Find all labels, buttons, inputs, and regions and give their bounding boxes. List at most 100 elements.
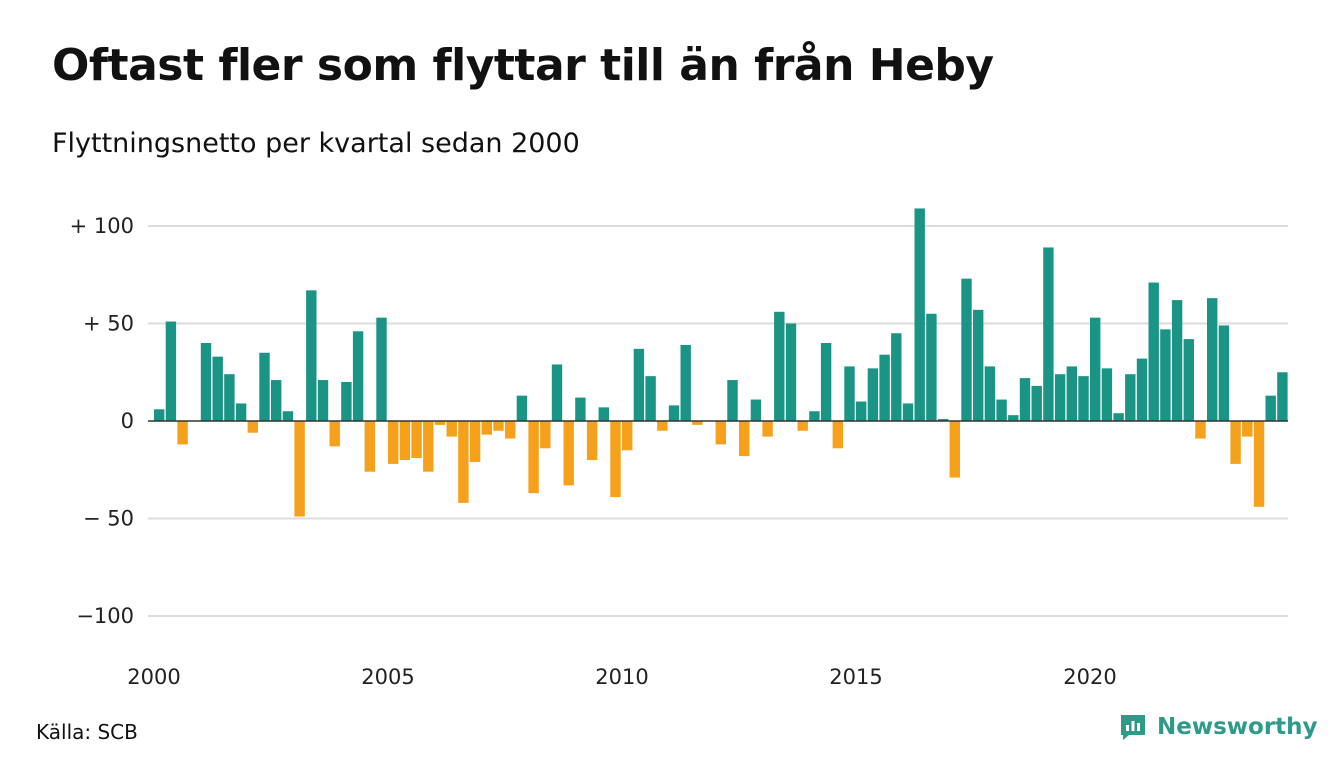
bar [973,309,984,421]
bar [1043,247,1054,421]
y-tick-label: + 50 [83,312,134,336]
y-axis-labels: + 100 + 50 0 − 50 −100 [70,214,134,628]
bar [434,421,446,425]
bar [598,407,609,421]
bar [867,368,879,421]
bar [271,380,282,421]
bar [154,409,165,421]
bar [832,421,843,449]
brand-logo[interactable]: Newsworthy [1118,712,1318,742]
bar [856,401,867,421]
bar [294,421,305,517]
y-tick-label: − 50 [83,507,134,531]
bar [914,208,925,421]
bar [364,421,375,472]
bar [785,323,797,421]
bar [1160,329,1171,421]
bar [411,421,422,459]
bar [633,348,645,421]
bar [1113,413,1124,421]
bar [902,403,914,421]
bar [528,421,539,494]
bar [1265,395,1276,421]
brand-name: Newsworthy [1157,714,1318,740]
bar [177,421,188,445]
bar [657,421,668,431]
bar [165,321,177,421]
bar [844,366,855,421]
bar [1253,421,1265,507]
y-tick-label: + 100 [70,214,134,238]
bar [797,421,808,431]
bar [516,395,528,421]
bar [1207,298,1218,421]
bar [996,399,1007,421]
bar [1183,339,1194,421]
x-tick-label: 2015 [829,665,882,689]
bar [306,290,317,421]
bar [399,421,411,460]
bar [282,411,294,421]
y-tick-label: 0 [121,409,134,433]
bar [212,356,223,421]
bar [1078,376,1089,421]
bar [820,343,832,421]
bar [622,421,633,451]
bar [984,366,996,421]
bar [1277,372,1288,421]
source-note: Källa: SCB [36,720,138,744]
x-axis-labels: 2000 2005 2010 2015 2020 [127,665,1116,689]
bar [1008,415,1019,421]
bar [341,382,352,421]
bar [540,421,551,449]
bar [645,376,656,421]
bar [949,421,960,478]
bar [423,421,434,472]
bar [317,380,329,421]
x-tick-label: 2010 [595,665,648,689]
bar [329,421,340,447]
chart-subtitle: Flyttningsnetto per kvartal sedan 2000 [52,128,580,159]
bar [1066,366,1077,421]
bar [668,405,680,421]
bar [926,313,937,421]
bar [750,399,762,421]
chart-bubble-icon [1121,715,1145,740]
bar [961,278,972,421]
y-tick-label: −100 [76,604,134,628]
bar [727,380,738,421]
bar [235,403,247,421]
bar [376,317,387,421]
bar [493,421,504,431]
bar [891,333,902,421]
bar [1090,317,1101,421]
bars [154,208,1288,517]
bar [774,311,785,421]
bar [692,421,703,425]
bar [1230,421,1241,464]
bar [1054,374,1066,421]
chart-title: Oftast fler som flyttar till än från Heb… [52,40,994,91]
bar [469,421,481,462]
bar [610,421,621,498]
bar [352,331,364,421]
bar [1031,385,1042,421]
bar [680,344,691,421]
bar [1171,300,1183,421]
bar [551,364,563,421]
bar [1242,421,1253,437]
bar [739,421,750,457]
bar [458,421,469,503]
bar [481,421,492,435]
bar [200,343,212,421]
bar [1019,378,1031,421]
bar [1125,374,1136,421]
bar [1195,421,1206,439]
bar [1218,325,1230,421]
x-tick-label: 2020 [1063,665,1116,689]
bar [1101,368,1113,421]
bar [224,374,235,421]
bar [809,411,820,421]
bar [446,421,457,437]
bar [575,397,586,421]
